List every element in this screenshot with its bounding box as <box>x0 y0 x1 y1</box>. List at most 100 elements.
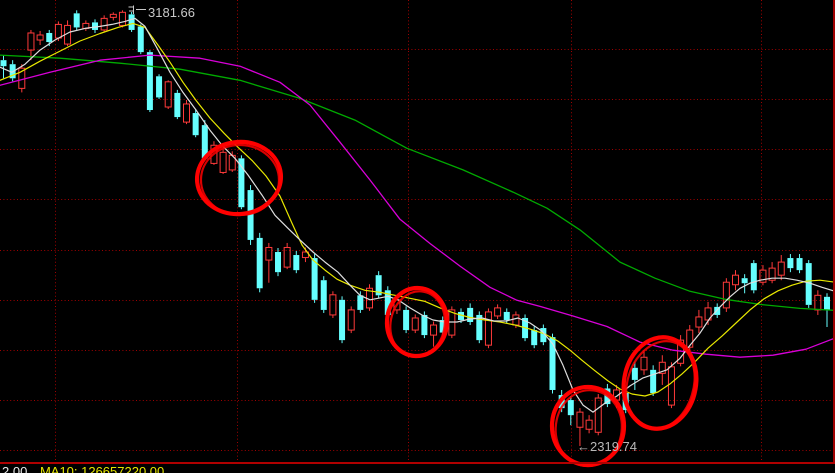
candle-down <box>531 326 538 349</box>
candle-down <box>311 254 318 303</box>
candle-body <box>174 92 181 118</box>
candle-body <box>219 151 227 173</box>
candle-body <box>494 307 502 317</box>
candle-body <box>540 328 547 343</box>
candle-up <box>219 148 227 174</box>
candle-up <box>484 308 492 349</box>
candle-body <box>594 397 602 433</box>
candle-body <box>787 258 794 269</box>
candle-body <box>375 275 382 296</box>
candle-body <box>73 13 80 28</box>
candle-body <box>567 400 574 416</box>
candle-body <box>777 261 785 276</box>
annotation-circle <box>194 139 284 217</box>
candle-body <box>430 324 438 336</box>
candle-down <box>137 24 144 55</box>
annotation-circle-sketch <box>199 143 281 217</box>
candle-body <box>714 306 721 315</box>
candle-body <box>164 81 172 108</box>
candle-body <box>531 330 538 346</box>
candle-body <box>476 314 483 341</box>
annotation-circle-sketch <box>389 290 446 359</box>
candle-body <box>722 281 730 309</box>
candle-body <box>759 269 767 283</box>
candle-body <box>484 311 492 346</box>
annotation-circle-sketch <box>625 340 696 431</box>
candle-down <box>467 303 474 326</box>
candle-body <box>311 258 318 300</box>
candle-up <box>36 30 44 46</box>
candle-body <box>339 299 346 341</box>
candle-down <box>375 271 382 299</box>
candle-body <box>128 14 135 30</box>
candle-up <box>667 362 675 409</box>
candle-down <box>714 303 721 318</box>
candle-body <box>439 319 446 333</box>
candle-body <box>46 32 53 43</box>
candle-down <box>540 324 547 346</box>
volume-value-label: 2.00 <box>2 465 28 473</box>
candlestick-series <box>0 10 830 446</box>
candle-down <box>92 19 98 33</box>
candle-up <box>576 408 584 446</box>
candle-body <box>247 190 254 240</box>
candle-body <box>118 11 126 26</box>
candle-body <box>741 278 748 284</box>
candle-body <box>156 76 163 98</box>
candle-up <box>100 15 108 32</box>
candle-body <box>805 263 812 305</box>
candle-up <box>732 270 739 291</box>
candle-body <box>814 294 822 311</box>
candle-up <box>164 80 172 110</box>
candle-body <box>403 309 410 331</box>
candle-up <box>329 291 337 318</box>
candle-down <box>650 365 657 397</box>
candle-down <box>0 55 7 79</box>
ma-slowest-green <box>0 54 835 312</box>
candle-body <box>192 113 199 136</box>
candle-down <box>339 296 346 344</box>
high-pointer-icon <box>128 5 146 14</box>
candle-body <box>658 361 666 374</box>
candle-body <box>146 52 153 111</box>
candle-down <box>247 185 254 245</box>
candle-down <box>146 50 153 113</box>
candle-up <box>411 314 419 334</box>
candle-up <box>118 10 126 28</box>
candle-body <box>183 103 190 123</box>
candle-up <box>494 304 502 319</box>
candle-up <box>430 321 438 347</box>
candle-up <box>814 290 822 315</box>
volume-pane: 2.00 MA10: 126657220.00 <box>2 465 832 473</box>
candle-body <box>695 316 703 328</box>
candle-down <box>476 311 483 344</box>
candle-body <box>796 258 803 271</box>
candle-down <box>275 247 281 277</box>
candle-body <box>585 419 593 430</box>
candle-body <box>357 295 364 310</box>
ma-mid-yellow <box>0 22 835 397</box>
candle-up <box>585 415 593 434</box>
candle-body <box>109 13 117 18</box>
candle-body <box>686 329 694 348</box>
candle-down <box>805 260 812 308</box>
high-price-label: 3181.66 <box>128 5 195 20</box>
candle-down <box>174 89 181 120</box>
candle-down <box>128 12 135 32</box>
ma-slow-magenta <box>0 54 835 358</box>
chart-right-border <box>833 0 835 462</box>
candle-body <box>329 294 337 316</box>
candle-body <box>503 311 510 320</box>
candle-body <box>283 246 291 268</box>
candle-body <box>732 274 739 286</box>
candle-down <box>549 333 556 394</box>
candle-body <box>650 369 657 393</box>
candle-up <box>228 151 236 172</box>
candle-body <box>768 267 776 281</box>
candle-body <box>576 411 584 428</box>
candle-body <box>458 311 464 320</box>
candle-body <box>667 366 675 406</box>
price-grid <box>0 0 835 462</box>
